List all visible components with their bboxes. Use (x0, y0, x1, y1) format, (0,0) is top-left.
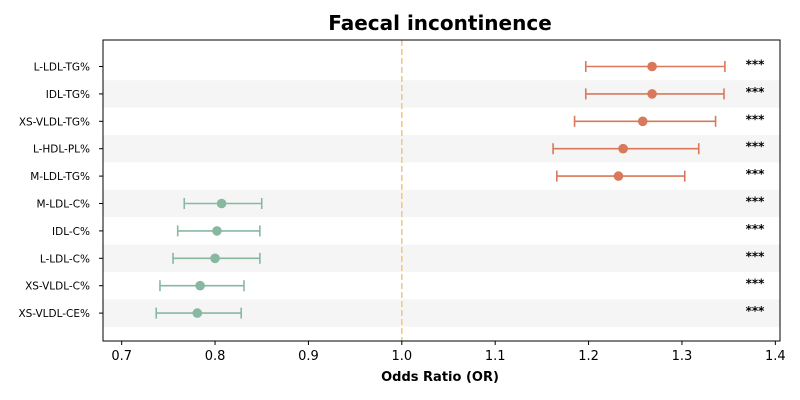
or-point (210, 253, 220, 264)
row-label: L-LDL-TG% (34, 62, 90, 74)
significance-label: *** (746, 249, 766, 263)
significance-label: *** (746, 277, 766, 291)
or-point (212, 226, 222, 236)
significance-label: *** (746, 167, 766, 181)
or-point (195, 280, 205, 291)
significance-label: *** (746, 222, 766, 236)
significance-label: *** (746, 195, 766, 209)
significance-label: *** (746, 58, 766, 72)
or-point (647, 89, 657, 99)
row-label: M-LDL-C% (36, 199, 90, 211)
or-point (216, 198, 227, 209)
row-label: XS-VLDL-TG% (19, 116, 90, 128)
or-point (613, 171, 624, 181)
row-label: XS-VLDL-CE% (18, 308, 90, 320)
row-label: M-LDL-TG% (30, 171, 90, 183)
row-label: L-HDL-PL% (33, 144, 90, 156)
row-label: IDL-TG% (46, 89, 90, 101)
or-point (618, 143, 628, 154)
x-tick-label: 1.3 (672, 349, 693, 364)
significance-label: *** (746, 85, 766, 99)
chart-title: Faecal incontinence (328, 11, 552, 35)
significance-label: *** (746, 112, 766, 126)
row-label: XS-VLDL-C% (25, 281, 90, 293)
x-tick-label: 1.1 (485, 349, 506, 364)
y-axis-labels: L-LDL-TG% IDL-TG% XS-VLDL-TG% L-HDL-PL% M-LD… (18, 62, 103, 320)
odds-ratio-points (192, 61, 657, 318)
plot-frame (102, 39, 781, 342)
or-point (192, 308, 203, 318)
significance-label: *** (746, 304, 766, 318)
or-point (647, 61, 657, 72)
x-tick-label: 0.8 (205, 349, 226, 364)
significance-labels: *** *** *** *** *** *** *** *** *** *** (746, 58, 766, 319)
x-tick-label: 0.7 (111, 349, 132, 364)
x-axis-label: Odds Ratio (OR) (381, 370, 499, 385)
row-label: IDL-C% (52, 226, 90, 238)
x-tick-label: 0.9 (298, 349, 319, 364)
row-label: L-LDL-C% (40, 253, 90, 265)
x-tick-label: 1.4 (765, 349, 786, 364)
or-point (637, 116, 648, 127)
x-tick-label: 1.0 (391, 349, 412, 364)
x-tick-label: 1.2 (578, 349, 599, 364)
significance-label: *** (746, 140, 766, 154)
x-axis-ticks: 0.7 0.8 0.9 1.0 1.1 1.2 1.3 1.4 (111, 341, 786, 364)
